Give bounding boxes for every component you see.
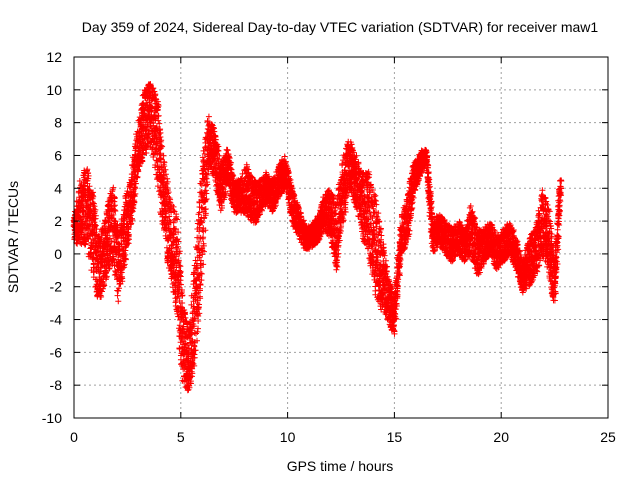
data-point bbox=[110, 203, 117, 210]
data-point bbox=[125, 231, 132, 238]
data-point bbox=[92, 222, 99, 229]
data-point bbox=[92, 206, 99, 213]
data-point bbox=[106, 265, 113, 272]
data-point bbox=[111, 218, 118, 225]
data-point bbox=[205, 113, 212, 120]
data-point bbox=[122, 247, 129, 254]
data-point bbox=[133, 131, 140, 138]
data-point bbox=[129, 216, 136, 223]
data-point bbox=[124, 188, 131, 195]
data-point bbox=[110, 253, 117, 260]
data-point bbox=[92, 221, 99, 228]
data-point bbox=[105, 219, 112, 226]
data-point bbox=[101, 282, 108, 289]
data-point bbox=[128, 220, 135, 227]
data-point bbox=[86, 183, 93, 190]
data-point bbox=[112, 208, 119, 215]
data-point bbox=[99, 288, 106, 295]
data-point bbox=[119, 278, 126, 285]
data-points bbox=[70, 81, 565, 394]
data-point bbox=[129, 204, 136, 211]
data-point bbox=[111, 202, 118, 209]
data-point bbox=[135, 168, 142, 175]
data-point bbox=[132, 190, 139, 197]
data-point bbox=[139, 150, 146, 157]
data-point bbox=[110, 184, 117, 191]
data-point bbox=[281, 153, 288, 160]
data-point bbox=[115, 285, 122, 292]
data-point bbox=[102, 270, 109, 277]
data-point bbox=[134, 173, 141, 180]
data-point bbox=[93, 226, 100, 233]
data-point bbox=[103, 274, 110, 281]
data-point bbox=[85, 186, 92, 193]
data-point bbox=[86, 225, 93, 232]
data-point bbox=[113, 272, 120, 279]
data-point bbox=[114, 292, 121, 299]
data-point bbox=[121, 264, 128, 271]
data-point bbox=[111, 243, 118, 250]
data-point bbox=[122, 255, 129, 262]
data-point bbox=[97, 292, 104, 299]
data-point bbox=[85, 175, 92, 182]
data-point bbox=[104, 232, 111, 239]
data-point bbox=[106, 265, 113, 272]
data-point bbox=[130, 197, 137, 204]
data-point bbox=[115, 288, 122, 295]
chart-title: Day 359 of 2024, Sidereal Day-to-day VTE… bbox=[82, 19, 599, 35]
data-point bbox=[115, 298, 122, 305]
data-point bbox=[111, 194, 118, 201]
data-point bbox=[89, 202, 96, 209]
data-point bbox=[110, 211, 117, 218]
data-point bbox=[83, 167, 90, 174]
data-point bbox=[91, 203, 98, 210]
data-point bbox=[118, 269, 125, 276]
data-point bbox=[132, 180, 139, 187]
data-point bbox=[143, 150, 150, 157]
data-point bbox=[119, 265, 126, 272]
data-point bbox=[91, 215, 98, 222]
data-point bbox=[90, 193, 97, 200]
data-point bbox=[110, 193, 117, 200]
data-point bbox=[138, 154, 145, 161]
data-point bbox=[76, 178, 83, 185]
data-point bbox=[224, 146, 231, 153]
data-point bbox=[106, 251, 113, 258]
data-point bbox=[112, 218, 119, 225]
data-point bbox=[121, 261, 128, 268]
data-point bbox=[114, 221, 121, 228]
data-point bbox=[139, 158, 146, 165]
data-point bbox=[108, 238, 115, 245]
data-point bbox=[136, 163, 143, 170]
data-point bbox=[106, 201, 113, 208]
data-point bbox=[376, 238, 383, 245]
data-point bbox=[129, 181, 136, 188]
data-point bbox=[333, 266, 340, 273]
